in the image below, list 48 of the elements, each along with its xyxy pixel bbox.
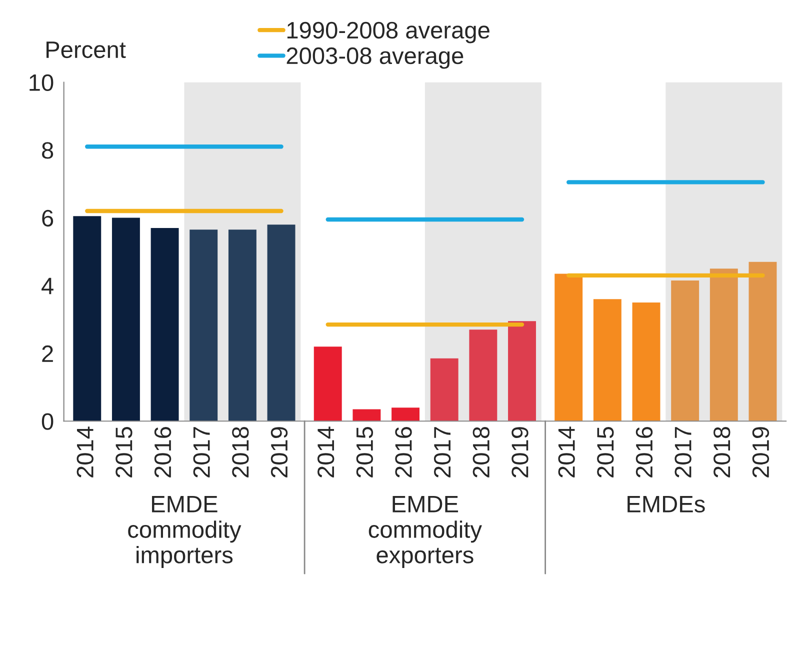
x-tick-label: 2017 [193,427,210,478]
bar [267,224,296,422]
x-tick-label: 2014 [558,426,575,478]
x-tick-label: 2015 [356,426,374,478]
x-tick-label: 2016 [395,427,412,478]
y-tick-label: 6 [42,210,54,227]
x-tick-label: 2015 [116,426,132,478]
bar [508,321,536,422]
x-tick-label: 2018 [472,427,490,478]
x-tick-label: 2019 [270,427,288,478]
y-tick-label: 10 [30,74,54,92]
y-tick-label: 4 [42,278,54,294]
bar [73,216,102,422]
x-tick-label: 2014 [76,426,94,478]
x-tick-label: 2018 [714,427,730,478]
bar [710,268,738,422]
bar [392,408,420,422]
x-tick-label: 2017 [674,427,692,478]
bar [632,302,660,422]
x-tick-label: 2014 [317,426,334,478]
x-tick-label: 2018 [232,427,249,478]
bar [228,230,256,422]
bar [671,280,700,422]
bar [352,409,381,422]
x-tick-label: 2016 [636,427,653,478]
legend-label: 2003-08 average [286,47,464,69]
bar [430,358,458,422]
bar [554,274,583,422]
bar [748,262,777,422]
y-tick-label: 0 [42,413,54,430]
x-tick-label: 2019 [512,427,528,478]
bar [150,228,179,422]
x-axis-title: EMDE commodity exporters [368,496,482,568]
legend-label: 1990-2008 average [287,22,490,44]
x-tick-label: 2015 [597,426,614,478]
x-axis-title: EMDEs [628,496,705,513]
bar [314,346,342,422]
y-tick-label: 8 [42,142,54,159]
bar [469,330,498,422]
bar [593,299,622,422]
x-tick-label: 2019 [752,427,770,478]
y-axis-title: Percent [46,42,126,58]
y-tick-label: 2 [42,345,53,362]
bar [112,218,140,422]
x-axis-title: EMDE commodity importers [128,496,242,568]
x-tick-label: 2017 [434,427,451,478]
bar [190,230,218,422]
x-tick-label: 2016 [154,427,172,478]
